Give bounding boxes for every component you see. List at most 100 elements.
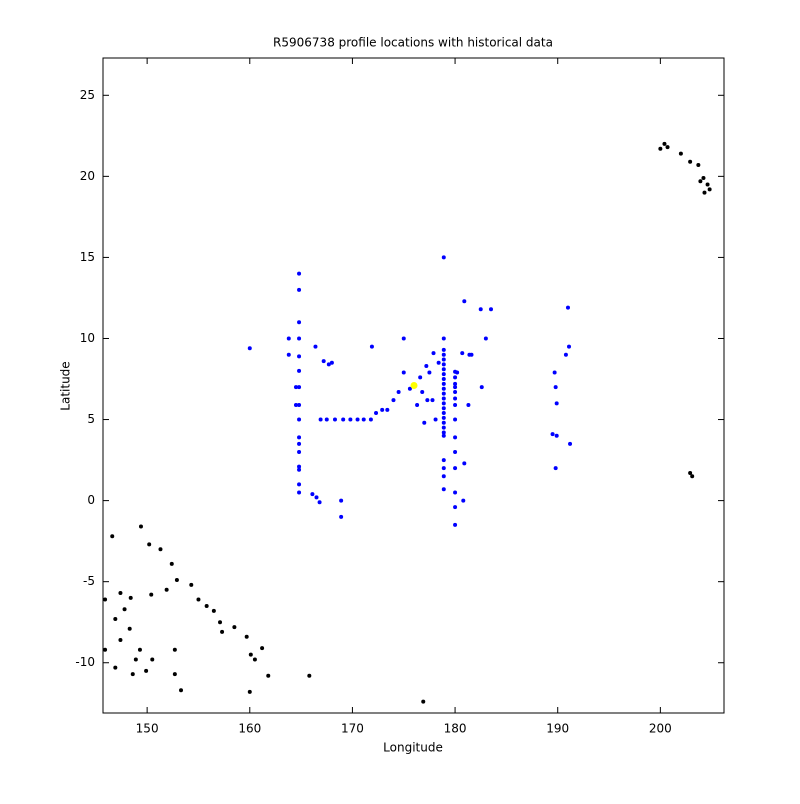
y-tick-label: 20: [80, 169, 95, 183]
point: [441, 381, 446, 386]
point: [307, 673, 312, 678]
point: [563, 352, 568, 357]
point: [286, 352, 291, 357]
point: [204, 603, 209, 608]
point: [286, 336, 291, 341]
point: [137, 647, 142, 652]
point: [172, 647, 177, 652]
point: [462, 299, 467, 304]
point: [368, 417, 373, 422]
point: [453, 505, 458, 510]
point: [122, 607, 127, 612]
point: [431, 351, 436, 356]
point: [220, 629, 225, 634]
point: [158, 547, 163, 552]
point: [297, 441, 302, 446]
point: [552, 370, 557, 375]
y-tick-label: -10: [75, 655, 95, 669]
point: [441, 372, 446, 377]
x-tick-label: 150: [136, 722, 159, 736]
point: [355, 417, 360, 422]
point: [130, 672, 135, 677]
point: [144, 668, 149, 673]
point: [441, 347, 446, 352]
x-tick-label: 180: [444, 722, 467, 736]
point: [218, 620, 223, 625]
point: [441, 255, 446, 260]
point: [441, 425, 446, 430]
point: [374, 411, 379, 416]
point: [441, 357, 446, 362]
point: [441, 391, 446, 396]
point: [550, 432, 555, 437]
y-tick-label: 15: [80, 250, 95, 264]
point: [232, 625, 237, 630]
point: [441, 415, 446, 420]
point: [293, 385, 298, 390]
point: [421, 699, 426, 704]
point: [103, 647, 108, 652]
point: [441, 474, 446, 479]
point: [702, 190, 707, 195]
point: [455, 370, 460, 375]
point: [453, 402, 458, 407]
point: [469, 352, 474, 357]
point: [441, 377, 446, 382]
point: [297, 368, 302, 373]
point: [453, 381, 458, 386]
point: [174, 578, 179, 583]
point: [418, 375, 423, 380]
point: [297, 449, 302, 454]
point: [297, 354, 302, 359]
point: [118, 638, 123, 643]
point: [554, 401, 559, 406]
point: [341, 417, 346, 422]
point: [453, 435, 458, 440]
point: [396, 389, 401, 394]
point: [441, 386, 446, 391]
point: [678, 151, 683, 156]
point: [297, 435, 302, 440]
point: [707, 187, 712, 192]
point: [339, 514, 344, 519]
point: [688, 159, 693, 164]
point: [415, 402, 420, 407]
point: [248, 652, 253, 657]
point: [441, 487, 446, 492]
point: [701, 175, 706, 180]
y-tick-label: -5: [83, 574, 95, 588]
point: [696, 163, 701, 168]
point: [313, 344, 318, 349]
point: [326, 362, 331, 367]
point: [297, 271, 302, 276]
point: [297, 385, 302, 390]
point: [179, 688, 184, 693]
point: [688, 471, 693, 476]
point: [401, 370, 406, 375]
point: [430, 398, 435, 403]
point: [266, 673, 271, 678]
point: [110, 534, 115, 539]
point: [441, 458, 446, 463]
point: [314, 495, 319, 500]
point: [567, 344, 572, 349]
point: [244, 634, 249, 639]
point: [391, 398, 396, 403]
point: [385, 407, 390, 412]
point: [410, 382, 418, 389]
point: [169, 561, 174, 566]
y-tick-label: 25: [80, 88, 95, 102]
point: [441, 396, 446, 401]
point: [149, 592, 154, 597]
y-tick-label: 0: [87, 493, 95, 507]
point: [310, 492, 315, 497]
chart-title: R5906738 profile locations with historic…: [273, 36, 553, 50]
point: [460, 351, 465, 356]
x-axis-label: Longitude: [383, 741, 443, 755]
point: [441, 406, 446, 411]
point: [297, 467, 302, 472]
point: [453, 449, 458, 454]
point: [247, 346, 252, 351]
point: [329, 360, 334, 365]
x-tick-label: 200: [649, 722, 672, 736]
